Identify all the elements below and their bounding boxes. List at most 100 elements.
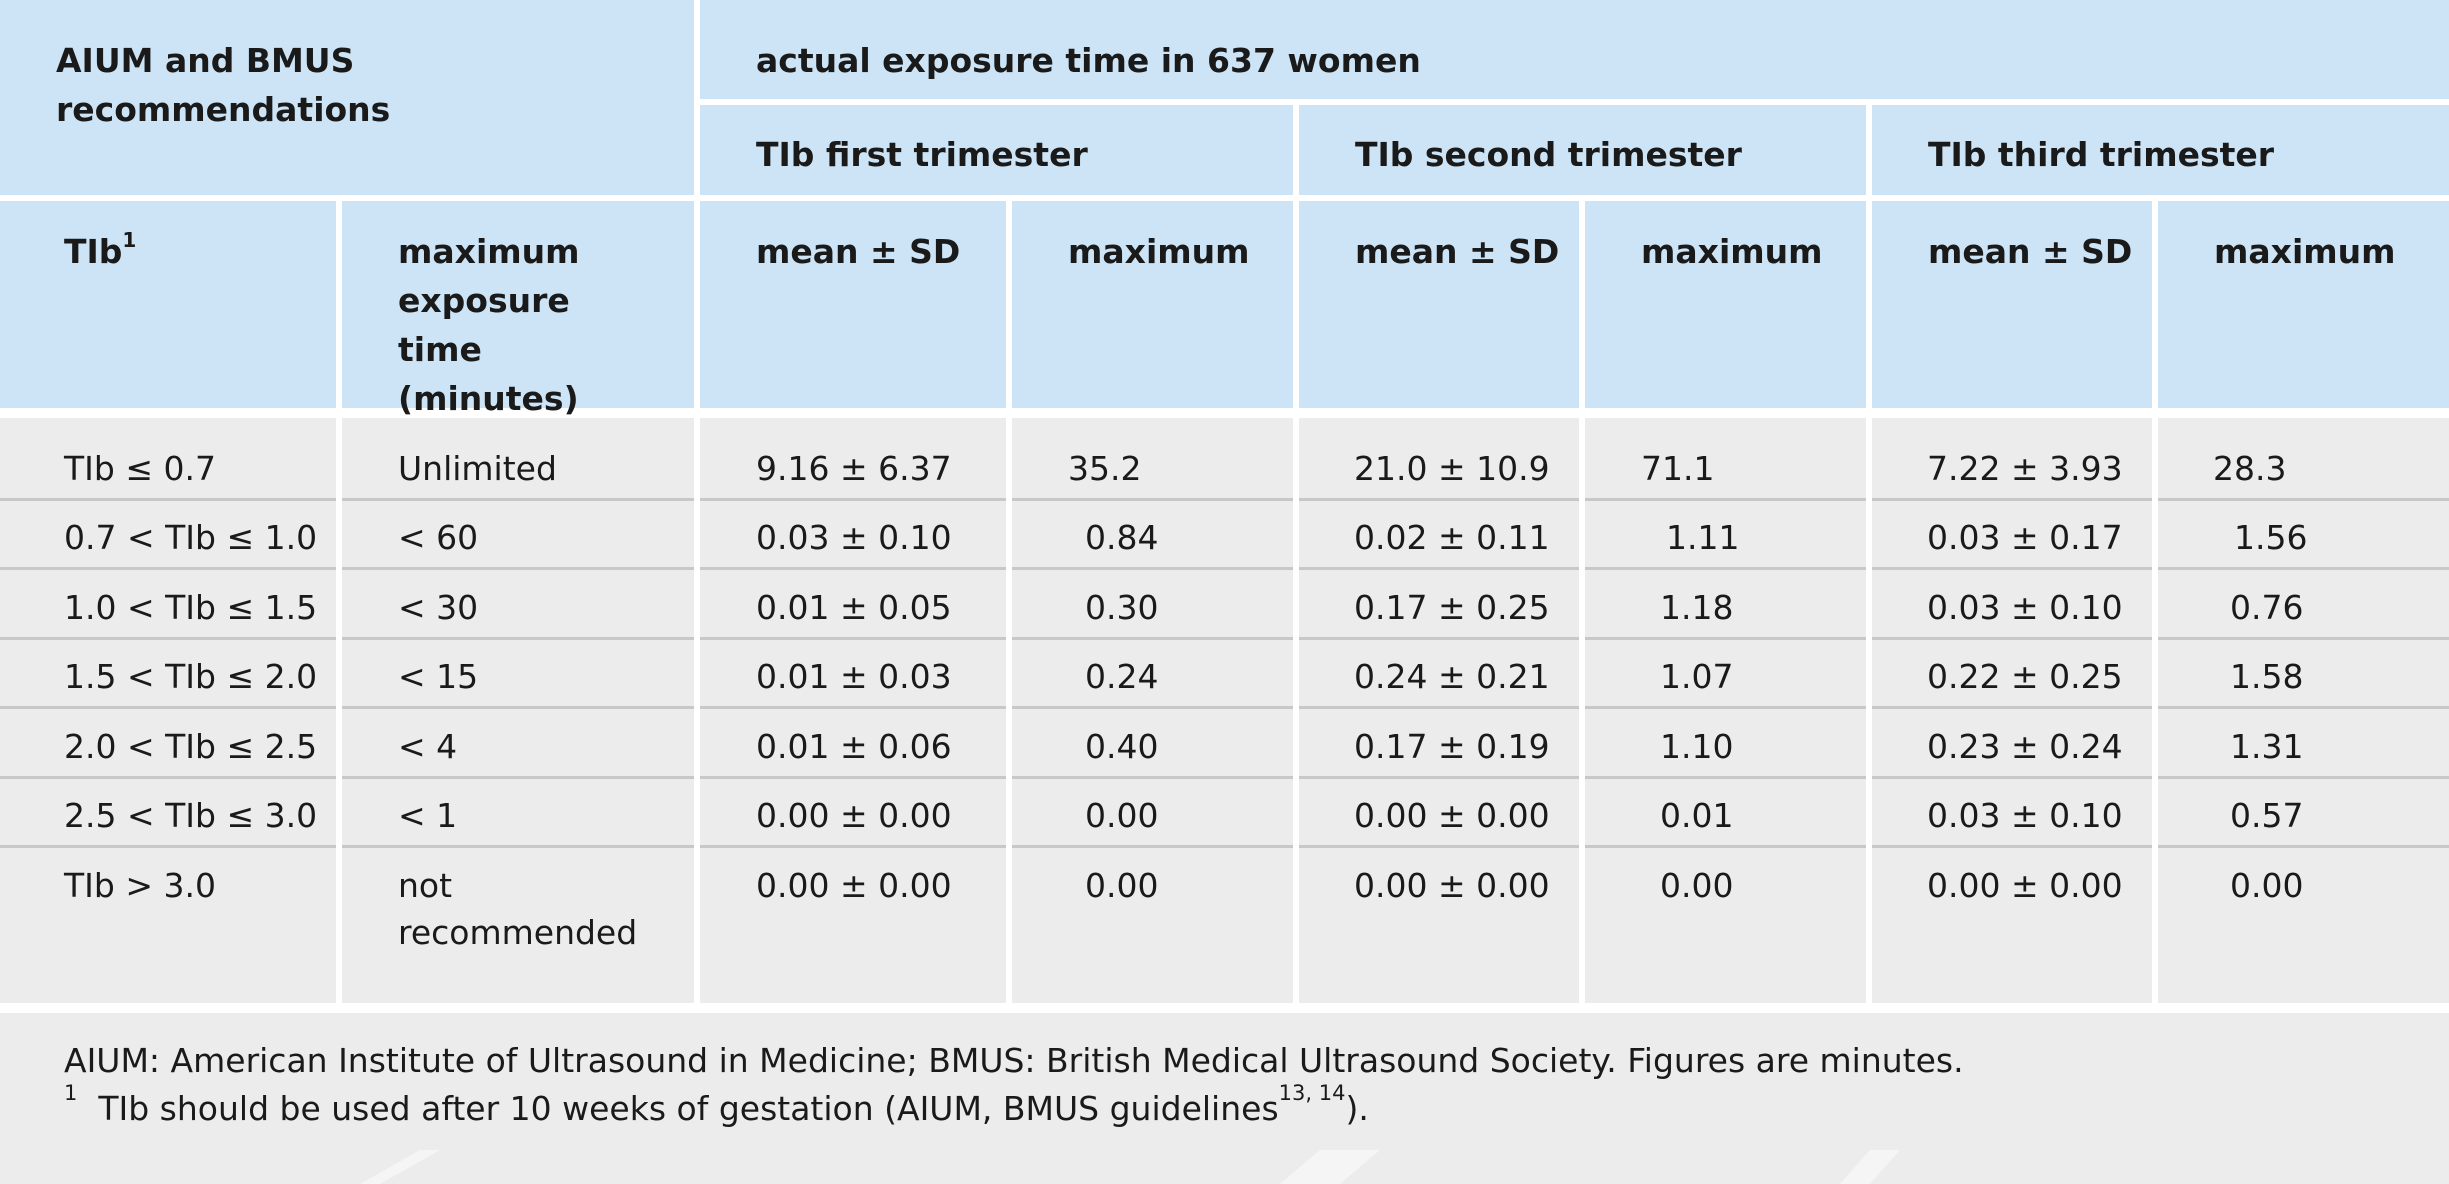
col-header-tib: TIb1 <box>0 201 336 408</box>
cell-t1-max: 0.00 <box>1085 866 1159 905</box>
col-header-max-label: maximum <box>1641 232 1823 271</box>
cell-t1-mean: 9.16 ± 6.37 <box>756 449 952 488</box>
header-actual-exposure-label: actual exposure time in 637 women <box>756 41 1421 80</box>
col-header-max-exposure: maximum exposure time (minutes) <box>342 201 694 418</box>
cell-t2-mean: 0.17 ± 0.19 <box>1354 727 1550 766</box>
row-divider <box>0 567 2449 570</box>
column-divider <box>2152 418 2158 1003</box>
cell-t2-max: 1.07 <box>1660 657 1734 696</box>
row-divider <box>0 706 2449 709</box>
footnote-text: TIb should be used after 10 weeks of ges… <box>98 1089 1279 1128</box>
cell-t3-mean: 0.00 ± 0.00 <box>1927 866 2123 905</box>
row-divider <box>0 845 2449 848</box>
col-header-max-exposure-label: maximum exposure time (minutes) <box>398 232 580 418</box>
cell-t3-max: 28.3 <box>2213 449 2287 488</box>
cell-t3-max: 1.58 <box>2230 657 2304 696</box>
col-header-t2-mean: mean ± SD <box>1299 201 1579 408</box>
cell-max-exposure: Unlimited <box>398 449 557 488</box>
cell-tib: 1.5 < TIb ≤ 2.0 <box>64 657 318 696</box>
cell-t1-mean: 0.00 ± 0.00 <box>756 866 952 905</box>
row-divider <box>0 776 2449 779</box>
col-header-mean-label: mean ± SD <box>1928 232 2133 271</box>
cell-t1-max: 0.84 <box>1085 518 1159 557</box>
column-divider <box>336 418 342 1003</box>
cell-tib: 2.5 < TIb ≤ 3.0 <box>64 796 318 835</box>
column-divider <box>1293 418 1299 1003</box>
cell-max-exposure: < 15 <box>398 657 479 696</box>
cell-t2-mean: 0.24 ± 0.21 <box>1354 657 1550 696</box>
cell-t1-mean: 0.01 ± 0.05 <box>756 588 952 627</box>
header-trimester-2: TIb second trimester <box>1299 105 1866 195</box>
watermark-shape <box>360 1150 1900 1184</box>
cell-t3-mean: 0.03 ± 0.10 <box>1927 796 2123 835</box>
cell-t3-mean: 0.22 ± 0.25 <box>1927 657 2123 696</box>
cell-t3-mean: 0.03 ± 0.17 <box>1927 518 2123 557</box>
cell-t2-max: 71.1 <box>1641 449 1715 488</box>
cell-t1-max: 35.2 <box>1068 449 1142 488</box>
cell-t2-max: 0.01 <box>1660 796 1734 835</box>
footnote: 1 TIb should be used after 10 weeks of g… <box>64 1083 2449 1133</box>
cell-t3-max: 1.56 <box>2234 518 2308 557</box>
footnote-refs: 13, 14 <box>1278 1081 1346 1105</box>
cell-max-exposure: < 60 <box>398 518 479 557</box>
cell-tib: 2.0 < TIb ≤ 2.5 <box>64 727 318 766</box>
col-header-t2-max: maximum <box>1585 201 1866 408</box>
cell-tib: 1.0 < TIb ≤ 1.5 <box>64 588 318 627</box>
cell-tib: TIb > 3.0 <box>64 866 216 905</box>
abbreviations-note: AIUM: American Institute of Ultrasound i… <box>64 1041 1964 1080</box>
cell-max-exposure: < 4 <box>398 727 458 766</box>
cell-t1-max: 0.00 <box>1085 796 1159 835</box>
col-header-t1-mean: mean ± SD <box>700 201 1006 408</box>
header-trimester-3-label: TIb third trimester <box>1928 135 2275 174</box>
cell-max-exposure: < 30 <box>398 588 479 627</box>
row-divider <box>0 637 2449 640</box>
header-aium-bmus-label: AIUM and BMUS recommendations <box>56 41 391 129</box>
cell-t3-max: 0.76 <box>2230 588 2304 627</box>
header-trimester-3: TIb third trimester <box>1872 105 2449 195</box>
row-divider <box>0 498 2449 501</box>
cell-t2-mean: 0.02 ± 0.11 <box>1354 518 1550 557</box>
cell-t1-max: 0.40 <box>1085 727 1159 766</box>
col-header-max-label: maximum <box>1068 232 1250 271</box>
cell-t3-max: 0.00 <box>2230 866 2304 905</box>
header-trimester-1-label: TIb first trimester <box>756 135 1088 174</box>
col-header-tib-label: TIb <box>64 232 123 271</box>
cell-t1-max: 0.30 <box>1085 588 1159 627</box>
footnote-marker: 1 <box>122 228 137 252</box>
cell-max-exposure: not recommended <box>398 866 638 952</box>
cell-t2-max: 0.00 <box>1660 866 1734 905</box>
cell-t2-mean: 0.17 ± 0.25 <box>1354 588 1550 627</box>
cell-t1-mean: 0.00 ± 0.00 <box>756 796 952 835</box>
footnote-mark: 1 <box>64 1081 78 1105</box>
col-header-mean-label: mean ± SD <box>1355 232 1560 271</box>
cell-t2-mean: 0.00 ± 0.00 <box>1354 866 1550 905</box>
cell-t2-mean: 21.0 ± 10.9 <box>1354 449 1550 488</box>
cell-tib: 0.7 < TIb ≤ 1.0 <box>64 518 318 557</box>
cell-t2-max: 1.18 <box>1660 588 1734 627</box>
col-header-max-label: maximum <box>2214 232 2396 271</box>
header-aium-bmus: AIUM and BMUS recommendations <box>0 0 694 195</box>
cell-t3-mean: 7.22 ± 3.93 <box>1927 449 2123 488</box>
cell-t2-max: 1.11 <box>1666 518 1740 557</box>
cell-t1-max: 0.24 <box>1085 657 1159 696</box>
cell-t2-max: 1.10 <box>1660 727 1734 766</box>
header-trimester-2-label: TIb second trimester <box>1355 135 1742 174</box>
column-divider <box>1006 418 1012 1003</box>
cell-t3-mean: 0.03 ± 0.10 <box>1927 588 2123 627</box>
cell-t1-mean: 0.01 ± 0.03 <box>756 657 952 696</box>
table-body <box>0 418 2449 1003</box>
cell-t3-max: 0.57 <box>2230 796 2304 835</box>
cell-t1-mean: 0.01 ± 0.06 <box>756 727 952 766</box>
cell-t2-mean: 0.00 ± 0.00 <box>1354 796 1550 835</box>
table-footnotes: AIUM: American Institute of Ultrasound i… <box>0 1013 2449 1184</box>
header-actual-exposure: actual exposure time in 637 women <box>700 0 2449 99</box>
cell-tib: TIb ≤ 0.7 <box>64 449 216 488</box>
column-divider <box>694 418 700 1003</box>
cell-max-exposure: < 1 <box>398 796 458 835</box>
cell-t3-max: 1.31 <box>2230 727 2304 766</box>
col-header-t3-mean: mean ± SD <box>1872 201 2152 408</box>
cell-t3-mean: 0.23 ± 0.24 <box>1927 727 2123 766</box>
col-header-t1-max: maximum <box>1012 201 1293 408</box>
col-header-mean-label: mean ± SD <box>756 232 961 271</box>
